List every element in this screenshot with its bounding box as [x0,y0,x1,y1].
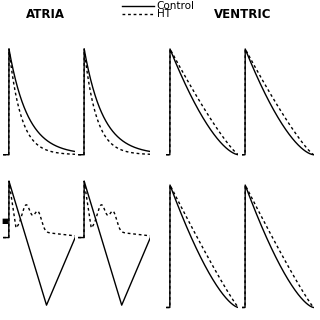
Text: Control: Control [157,1,195,11]
Text: VENTRIC: VENTRIC [214,8,272,21]
Text: ■: ■ [2,218,8,224]
Text: ATRIA: ATRIA [26,8,65,21]
Text: HT: HT [157,9,171,20]
